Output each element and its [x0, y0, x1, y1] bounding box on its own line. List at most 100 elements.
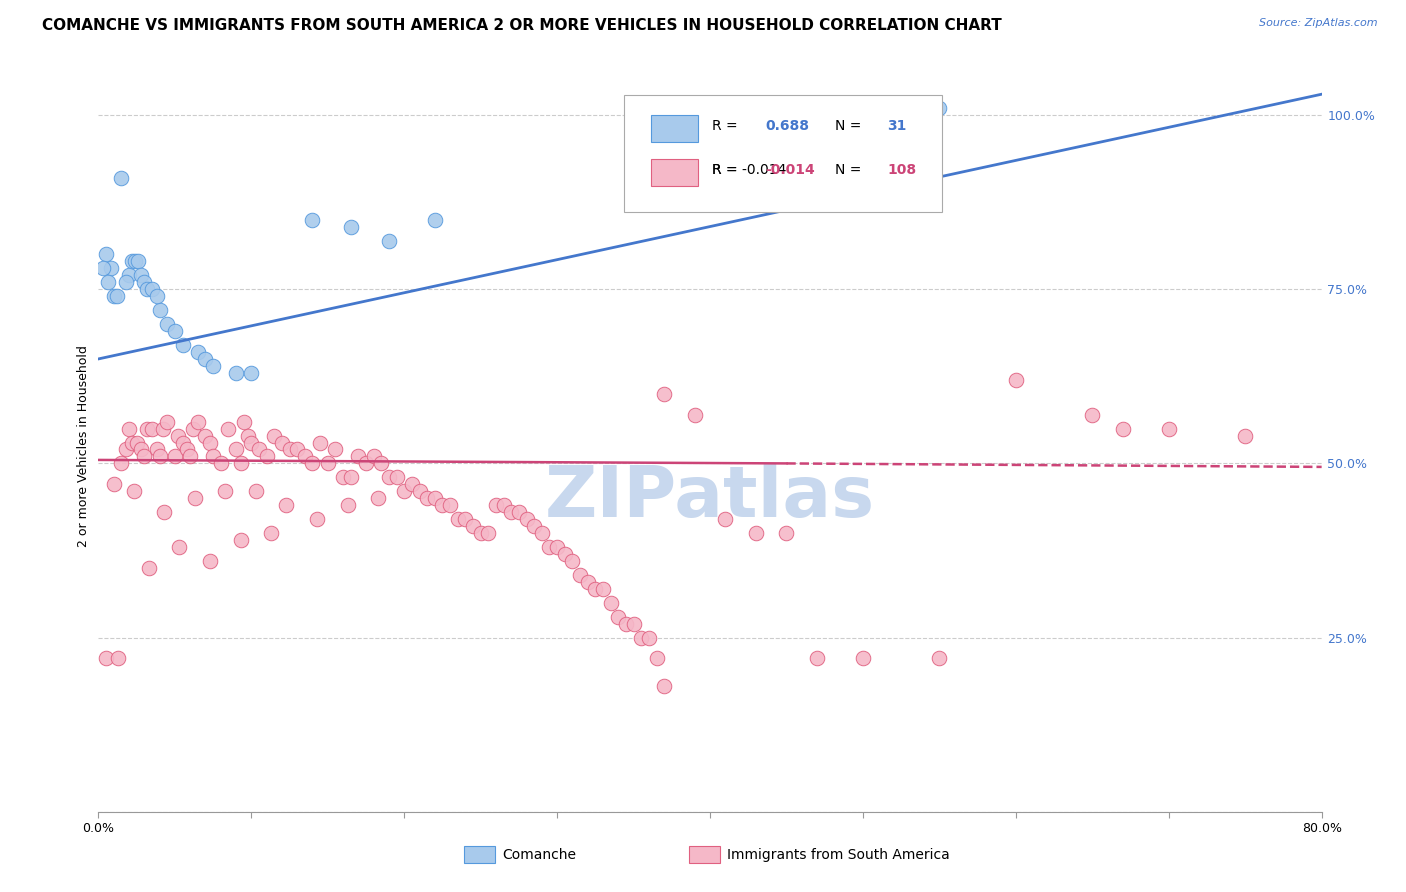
Point [607, 609, 630, 624]
Point [94, 651, 117, 665]
Point [325, 442, 347, 457]
Point [638, 631, 661, 645]
Point [652, 386, 675, 401]
Point [806, 651, 828, 665]
Text: Source: ZipAtlas.com: Source: ZipAtlas.com [1260, 18, 1378, 28]
Point [100, 261, 122, 276]
Point [187, 345, 209, 359]
Point [202, 450, 225, 464]
Point [260, 526, 283, 541]
Point [294, 450, 316, 464]
Point [209, 457, 232, 471]
Point [118, 421, 141, 435]
Point [339, 219, 361, 234]
Point [194, 351, 217, 366]
Point [107, 651, 129, 665]
Point [217, 421, 239, 435]
Point [240, 435, 263, 450]
Point [105, 289, 128, 303]
Point [129, 268, 152, 283]
Point [592, 582, 614, 596]
Point [149, 303, 172, 318]
Point [232, 415, 254, 429]
Point [229, 533, 252, 547]
Point [439, 498, 461, 512]
Point [285, 442, 308, 457]
Point [485, 498, 508, 512]
Point [134, 275, 156, 289]
Point [301, 212, 323, 227]
Point [245, 484, 267, 499]
Point [546, 540, 568, 554]
Point [122, 484, 145, 499]
Text: 31: 31 [887, 120, 907, 134]
Point [523, 519, 546, 533]
Point [110, 457, 132, 471]
Point [336, 498, 359, 512]
Point [129, 442, 152, 457]
Point [240, 366, 263, 380]
Point [561, 554, 583, 568]
Point [928, 651, 950, 665]
Point [554, 547, 576, 561]
Point [121, 435, 143, 450]
Point [270, 435, 294, 450]
Point [378, 470, 401, 484]
Point [163, 450, 186, 464]
Point [202, 359, 225, 373]
Point [432, 498, 454, 512]
Point [167, 428, 190, 442]
Point [385, 470, 408, 484]
Point [198, 554, 221, 568]
Point [276, 498, 298, 512]
Point [347, 450, 370, 464]
Point [263, 428, 285, 442]
Point [103, 289, 125, 303]
Point [145, 442, 167, 457]
Point [1157, 421, 1180, 435]
Text: R =: R = [713, 163, 742, 178]
Point [530, 526, 553, 541]
Point [110, 170, 132, 185]
FancyBboxPatch shape [651, 115, 697, 143]
Point [184, 491, 207, 506]
Point [714, 512, 737, 526]
Point [576, 574, 599, 589]
Point [354, 457, 377, 471]
Point [852, 651, 875, 665]
Text: N =: N = [835, 163, 866, 178]
Point [169, 540, 191, 554]
Point [416, 491, 439, 506]
Point [599, 596, 621, 610]
Point [152, 421, 174, 435]
Point [501, 505, 523, 519]
Point [181, 421, 204, 435]
Point [225, 366, 247, 380]
Point [278, 442, 301, 457]
Text: -0.014: -0.014 [765, 163, 815, 178]
Point [214, 484, 236, 499]
Text: R =: R = [713, 120, 742, 134]
Point [141, 421, 163, 435]
Text: 0.688: 0.688 [765, 120, 808, 134]
Text: COMANCHE VS IMMIGRANTS FROM SOUTH AMERICA 2 OR MORE VEHICLES IN HOUSEHOLD CORREL: COMANCHE VS IMMIGRANTS FROM SOUTH AMERIC… [42, 18, 1002, 33]
Point [1004, 373, 1026, 387]
Point [247, 442, 270, 457]
FancyBboxPatch shape [651, 159, 697, 186]
Point [408, 484, 430, 499]
Point [187, 415, 209, 429]
Point [477, 526, 499, 541]
Text: N =: N = [835, 120, 866, 134]
Point [172, 435, 194, 450]
Point [225, 442, 247, 457]
Point [156, 415, 179, 429]
FancyBboxPatch shape [624, 95, 942, 212]
Point [229, 457, 252, 471]
Point [153, 505, 176, 519]
Point [423, 212, 446, 227]
Point [470, 526, 492, 541]
Point [630, 631, 652, 645]
Point [309, 435, 332, 450]
Point [332, 470, 354, 484]
Point [172, 338, 194, 352]
